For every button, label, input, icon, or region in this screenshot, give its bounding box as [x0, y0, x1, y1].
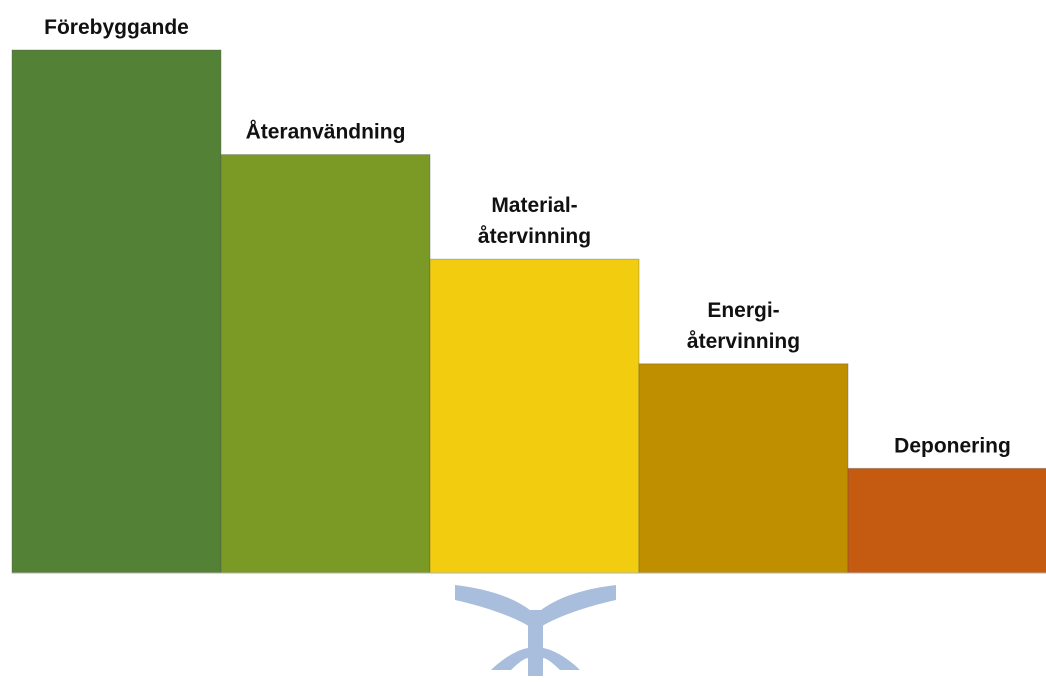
bar-4 [638, 363, 849, 574]
bar-3 [429, 258, 640, 574]
bars-layer [11, 49, 1046, 574]
bar-1 [11, 49, 222, 574]
sprout-icon [455, 585, 616, 676]
sprout-stem [491, 610, 580, 676]
sprout-right-leaf [534, 585, 616, 628]
bar-label-3: Material-återvinning [478, 194, 591, 248]
bar-label-4: Energi-återvinning [687, 299, 800, 353]
bar-label-1: Förebyggande [44, 16, 189, 39]
bar-5 [847, 467, 1046, 574]
sprout-left-leaf [455, 585, 537, 628]
bar-label-2: Återanvändning [246, 120, 406, 144]
labels-layer: Förebyggande Återanvändning Material-återv… [44, 16, 1011, 457]
bar-label-5: Deponering [894, 434, 1011, 457]
bar-2 [220, 154, 431, 574]
